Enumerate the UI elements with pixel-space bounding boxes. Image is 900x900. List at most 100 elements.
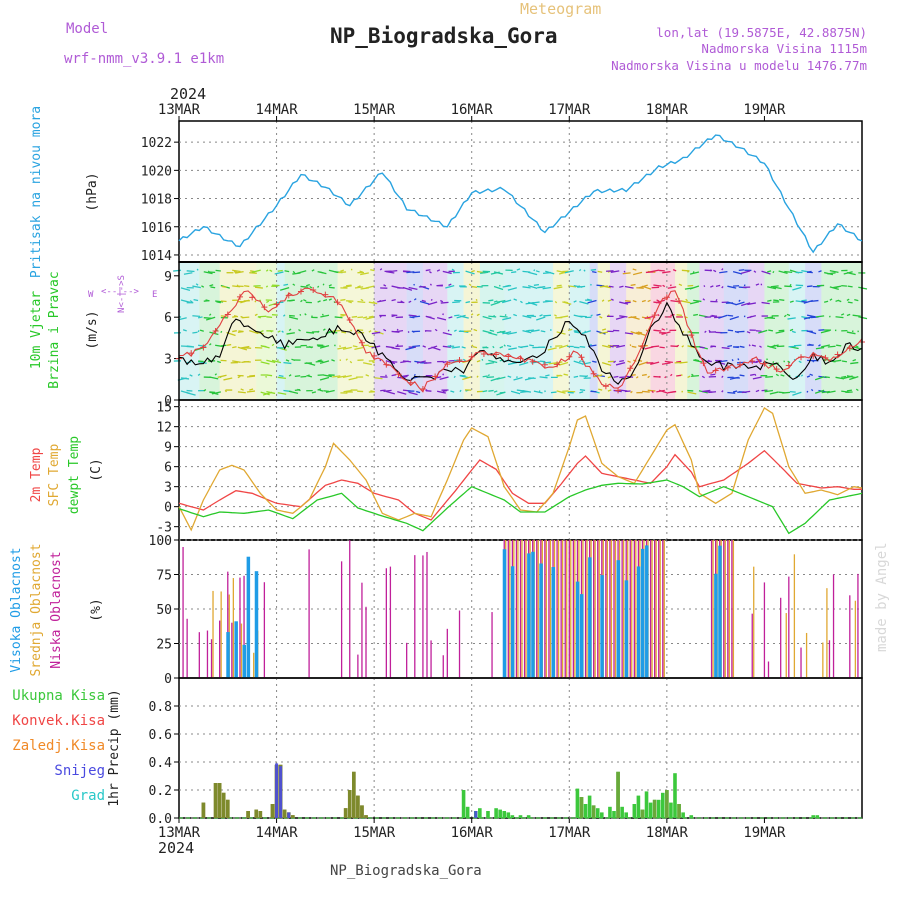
wind-arrow bbox=[710, 345, 717, 348]
precip-bar-total bbox=[498, 809, 502, 818]
wind-arrow bbox=[342, 374, 352, 379]
precip-bar-conv bbox=[360, 805, 364, 818]
wind-arrow bbox=[286, 332, 295, 335]
wind-arrow bbox=[761, 301, 770, 305]
wind-arrow bbox=[641, 373, 647, 377]
wind-arrow bbox=[266, 359, 276, 364]
wind-arrow bbox=[733, 346, 739, 349]
wind-gust-marker bbox=[249, 294, 256, 301]
precip-bar-total bbox=[648, 802, 653, 818]
wind-arrow bbox=[306, 283, 310, 287]
temperature-side-label-1: 2m Temp bbox=[29, 447, 44, 502]
wind-gust-marker bbox=[724, 364, 731, 371]
wind-arrow bbox=[573, 300, 577, 303]
wind-band bbox=[199, 262, 220, 400]
wind-arrow bbox=[636, 331, 646, 336]
wind-arrow bbox=[619, 301, 629, 305]
precip-bar-conv bbox=[591, 805, 596, 818]
wind-ytick-label: 6 bbox=[164, 311, 172, 326]
wind-arrow bbox=[211, 391, 221, 395]
wind-arrow bbox=[428, 270, 432, 274]
wind-arrow bbox=[849, 376, 859, 381]
wind-arrow bbox=[737, 358, 740, 361]
wind-arrow bbox=[814, 376, 825, 381]
wind-arrow bbox=[476, 375, 479, 378]
wind-arrow bbox=[325, 389, 335, 394]
wind-arrow bbox=[633, 271, 643, 276]
wind-arrow bbox=[452, 301, 460, 304]
wind-arrow bbox=[436, 269, 441, 272]
time-tick-label-bottom: 19MAR bbox=[743, 825, 786, 841]
wind-arrow bbox=[440, 299, 444, 303]
wind-arrow bbox=[192, 315, 201, 317]
wind-arrow bbox=[400, 300, 404, 303]
wind-arrow bbox=[307, 375, 313, 378]
wind-arrow bbox=[197, 373, 201, 376]
wind-arrow bbox=[439, 376, 449, 380]
precip-bar-total bbox=[669, 802, 673, 818]
wind-gust-marker bbox=[468, 353, 475, 360]
wind-gust-marker bbox=[822, 354, 829, 361]
wind-arrow bbox=[525, 329, 534, 332]
wind-arrow bbox=[321, 313, 324, 316]
precip-bar-conv bbox=[221, 792, 226, 818]
wind-arrow bbox=[189, 374, 193, 377]
wind-arrow bbox=[246, 390, 256, 393]
wind-gust-marker bbox=[712, 367, 719, 374]
wind-arrow bbox=[628, 316, 637, 319]
wind-arrow bbox=[436, 376, 442, 379]
wind-arrow bbox=[345, 358, 348, 361]
wind-arrow bbox=[205, 299, 210, 302]
wind-gust-marker bbox=[566, 353, 573, 360]
wind-arrow bbox=[741, 270, 751, 275]
wind-arrow bbox=[496, 299, 506, 303]
wind-arrow bbox=[650, 361, 660, 365]
wind-arrow bbox=[681, 390, 684, 393]
cloud-bar-high bbox=[636, 566, 641, 678]
wind-arrow bbox=[613, 360, 616, 364]
time-tick-label-top: 13MAR bbox=[158, 102, 201, 118]
precip-bar-total bbox=[811, 815, 816, 818]
wind-arrow bbox=[453, 375, 456, 378]
wind-arrow bbox=[579, 301, 589, 305]
wind-band bbox=[699, 262, 724, 400]
wind-arrow bbox=[809, 373, 814, 377]
wind-band bbox=[764, 262, 789, 400]
wind-arrow bbox=[681, 300, 691, 304]
wind-arrow bbox=[843, 375, 853, 379]
wind-arrow bbox=[271, 343, 275, 347]
wind-arrow bbox=[368, 330, 372, 333]
wind-arrow bbox=[340, 269, 345, 272]
wind-arrow bbox=[564, 270, 574, 274]
wind-gust-marker bbox=[529, 358, 536, 365]
clouds-ytick-label: 100 bbox=[149, 534, 172, 549]
precip-bar-total bbox=[612, 811, 616, 818]
wind-arrow bbox=[442, 360, 447, 364]
wind-arrow bbox=[855, 388, 859, 392]
wind-arrow bbox=[739, 345, 745, 348]
wind-arrow bbox=[778, 270, 788, 274]
wind-arrow bbox=[522, 286, 531, 289]
wind-arrow bbox=[215, 269, 221, 272]
cloud-bar-high bbox=[718, 545, 722, 678]
wind-gust-marker bbox=[493, 351, 500, 358]
wind-arrow bbox=[824, 376, 830, 379]
wind-arrow bbox=[647, 389, 656, 392]
time-tick-label-top: 14MAR bbox=[255, 102, 298, 118]
time-tick-label-bottom: 14MAR bbox=[255, 825, 298, 841]
precip-bar-total bbox=[595, 808, 600, 818]
wind-arrow bbox=[651, 390, 654, 394]
wind-arrow bbox=[220, 300, 227, 303]
wind-arrow bbox=[337, 375, 347, 379]
wind-arrow bbox=[832, 285, 842, 289]
wind-arrow bbox=[769, 344, 779, 348]
wind-arrow bbox=[764, 316, 774, 320]
cloud-bar-high bbox=[234, 621, 238, 678]
wind-arrow bbox=[508, 331, 517, 335]
wind-gust-marker bbox=[322, 291, 329, 298]
precip-unit-label: 1hr Precip (mm) bbox=[107, 689, 122, 806]
temperature-ytick-label: -3 bbox=[156, 521, 172, 536]
wind-arrow bbox=[337, 346, 347, 350]
wind-arrow bbox=[820, 329, 831, 334]
